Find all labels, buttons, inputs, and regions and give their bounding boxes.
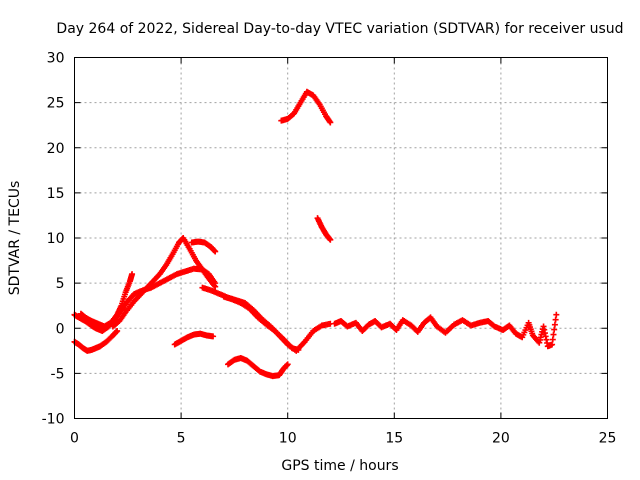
series-arc-9 <box>225 355 291 380</box>
data-point <box>284 361 291 368</box>
x-tick-label: 20 <box>492 431 510 447</box>
series-arc-4 <box>109 235 219 330</box>
series-arc-6 <box>199 284 334 354</box>
series-arc-1 <box>71 327 121 354</box>
y-tick-label: 10 <box>47 231 65 247</box>
data-point <box>327 236 334 243</box>
series-arc-12 <box>331 311 560 350</box>
y-tick-label: 5 <box>56 276 65 292</box>
data-point <box>129 271 136 278</box>
x-tick-label: 5 <box>177 431 186 447</box>
data-point <box>327 119 334 126</box>
series-arc-5 <box>188 238 219 255</box>
x-tick-label: 25 <box>599 431 617 447</box>
y-tick-label: 0 <box>56 321 65 337</box>
grid-lines <box>74 57 608 419</box>
data-point <box>295 346 302 353</box>
plot-frame <box>74 57 608 419</box>
series-arc-7 <box>220 293 302 353</box>
data-point <box>212 248 219 255</box>
x-tick-label: 0 <box>70 431 79 447</box>
y-axis-label: SDTVAR / TECUs <box>7 181 23 296</box>
data-point <box>553 311 560 318</box>
y-tick-label: 20 <box>47 141 65 157</box>
data-point <box>212 283 219 290</box>
series-arc-8 <box>171 330 217 348</box>
series-arc-11 <box>314 215 334 243</box>
data-point <box>210 333 217 340</box>
axis-ticks: 0 5 10 15 20 25 -10 -5 0 5 10 15 20 25 30 <box>42 51 617 447</box>
y-tick-label: -10 <box>42 412 65 428</box>
y-tick-label: 30 <box>47 51 65 67</box>
data-points <box>71 88 560 380</box>
x-axis-label: GPS time / hours <box>281 458 398 474</box>
series-arc-10 <box>278 88 334 126</box>
series-arc-3 <box>77 271 136 330</box>
y-tick-label: 15 <box>47 186 65 202</box>
y-tick-label: -5 <box>51 366 65 382</box>
data-point <box>114 327 121 334</box>
x-tick-label: 10 <box>279 431 297 447</box>
chart-title: Day 264 of 2022, Sidereal Day-to-day VTE… <box>56 21 623 37</box>
y-tick-label: 25 <box>47 96 65 112</box>
x-tick-label: 15 <box>385 431 403 447</box>
